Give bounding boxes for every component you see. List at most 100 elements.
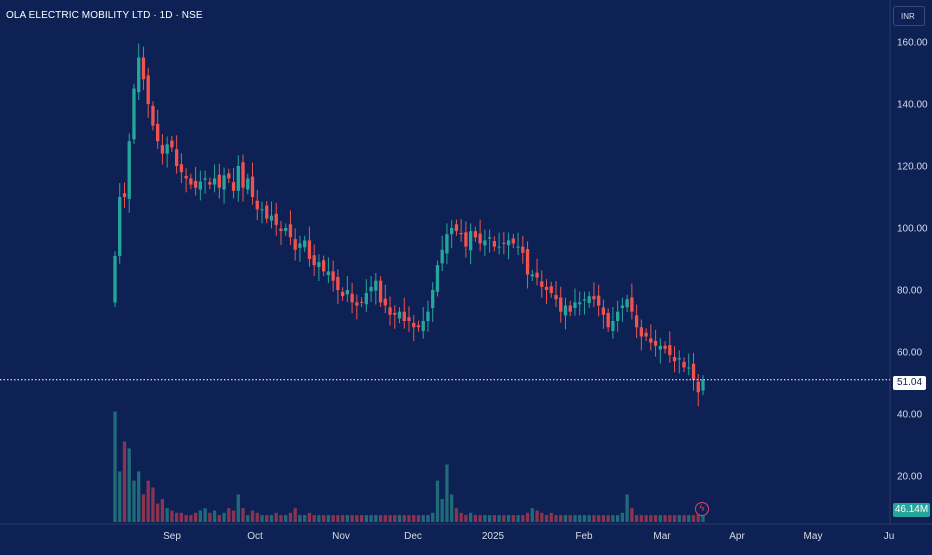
volume-bar	[464, 515, 468, 522]
volume-bar	[265, 515, 269, 522]
y-tick-label: 140.00	[897, 100, 928, 111]
candle-body	[222, 175, 226, 190]
candle-body	[170, 140, 174, 148]
volume-bar	[421, 515, 425, 522]
candle-body	[412, 322, 416, 328]
volume-bar	[345, 515, 350, 522]
candle-body	[568, 305, 572, 312]
candle-body	[402, 311, 406, 321]
volume-bar	[559, 515, 563, 522]
candle-body	[383, 298, 387, 306]
volume-bar	[326, 515, 331, 522]
volume-bar	[611, 515, 615, 522]
volume-bar	[568, 515, 572, 522]
volume-bar	[246, 515, 250, 522]
volume-bar	[397, 515, 402, 522]
currency-selector[interactable]: INR	[893, 6, 925, 26]
volume-bar	[497, 515, 501, 522]
chart-title: OLA ELECTRIC MOBILITY LTD · 1D · NSE	[6, 10, 203, 21]
candle-body	[459, 232, 463, 235]
volume-bar	[492, 515, 497, 522]
candle-body	[307, 240, 312, 259]
candle-body	[369, 286, 373, 292]
volume-bar	[563, 515, 568, 522]
candle-body	[587, 296, 591, 304]
volume-bar	[307, 512, 312, 522]
candle-body	[492, 241, 497, 247]
candle-body	[473, 231, 478, 238]
candle-body	[174, 149, 179, 166]
candle-body	[231, 182, 236, 191]
candle-body	[597, 295, 601, 306]
volume-bar	[227, 508, 231, 522]
candle-body	[179, 164, 184, 173]
volume-bar	[578, 515, 582, 522]
volume-bar	[625, 494, 629, 522]
volume-bar	[407, 515, 411, 522]
volume-bar	[440, 499, 444, 522]
candle-body	[445, 234, 449, 254]
candle-body	[236, 166, 240, 191]
volume-bar	[468, 512, 473, 522]
volume-bar	[331, 515, 335, 522]
candle-body	[615, 311, 620, 321]
candle-body	[241, 162, 245, 188]
volume-bar	[113, 411, 117, 522]
volume-bar	[222, 512, 226, 522]
volume-bar	[236, 494, 240, 522]
candle-body	[701, 379, 705, 391]
candle-body	[668, 345, 672, 356]
lightning-icon[interactable]: ϟ	[695, 502, 709, 516]
candle-body	[563, 305, 568, 316]
candle-body	[284, 228, 288, 232]
volume-bar	[141, 494, 146, 522]
volume-bar	[127, 448, 131, 522]
volume-bar	[402, 515, 406, 522]
candle-body	[644, 332, 648, 337]
candle-body	[113, 255, 117, 303]
candle-body	[672, 356, 677, 362]
volume-bar	[279, 515, 283, 522]
volume-bar	[284, 515, 288, 522]
y-tick-label: 100.00	[897, 224, 928, 235]
y-tick-label: 20.00	[897, 472, 922, 483]
volume-bar	[355, 515, 359, 522]
candle-body	[611, 321, 615, 331]
volume-bar	[336, 515, 340, 522]
candle-body	[653, 340, 658, 346]
volume-bar	[620, 512, 625, 522]
volume-bar	[530, 508, 534, 522]
volume-bar	[630, 508, 634, 522]
volume-bar	[644, 515, 648, 522]
volume-bar	[298, 515, 302, 522]
candle-body	[691, 363, 696, 380]
candle-body	[416, 325, 421, 328]
candle-body	[317, 262, 321, 268]
volume-bar	[165, 508, 169, 522]
candle-body	[331, 271, 335, 281]
volume-bar	[653, 515, 658, 522]
volume-bar	[255, 512, 259, 522]
candle-body	[554, 294, 558, 300]
volume-bar	[511, 515, 515, 522]
x-tick-label: Ju	[884, 531, 895, 542]
x-tick-label: Sep	[163, 531, 181, 542]
candle-body	[260, 209, 264, 211]
candle-body	[184, 175, 188, 179]
volume-bar	[303, 515, 307, 522]
volume-bar	[639, 515, 644, 522]
volume-bar	[269, 515, 274, 522]
volume-bar	[672, 515, 677, 522]
volume-bar	[540, 512, 544, 522]
volume-bar	[364, 515, 368, 522]
volume-bar	[687, 515, 691, 522]
candle-body	[132, 88, 136, 140]
volume-bar	[378, 515, 383, 522]
candle-body	[137, 57, 141, 93]
candle-body	[658, 345, 662, 350]
volume-bar	[696, 512, 700, 522]
candle-body	[592, 296, 596, 300]
candle-body	[649, 338, 653, 343]
